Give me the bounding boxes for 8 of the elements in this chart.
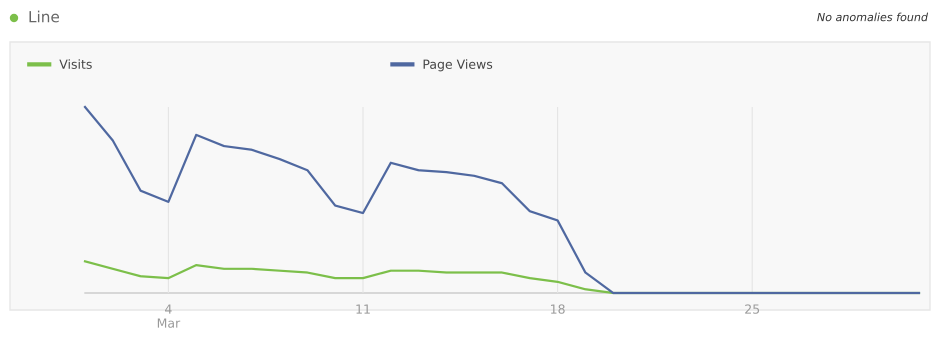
x-tick-label: 25 <box>745 304 760 314</box>
x-tick-label: 18 <box>551 304 565 314</box>
chart-title: Line <box>30 10 60 22</box>
x-tick-label: 11 <box>356 304 370 314</box>
x-tick-label: 4 Mar <box>158 304 180 328</box>
legend-label: Page Views <box>424 59 492 72</box>
text: No anomalies found <box>817 12 928 22</box>
legend-label: Visits <box>59 59 92 69</box>
